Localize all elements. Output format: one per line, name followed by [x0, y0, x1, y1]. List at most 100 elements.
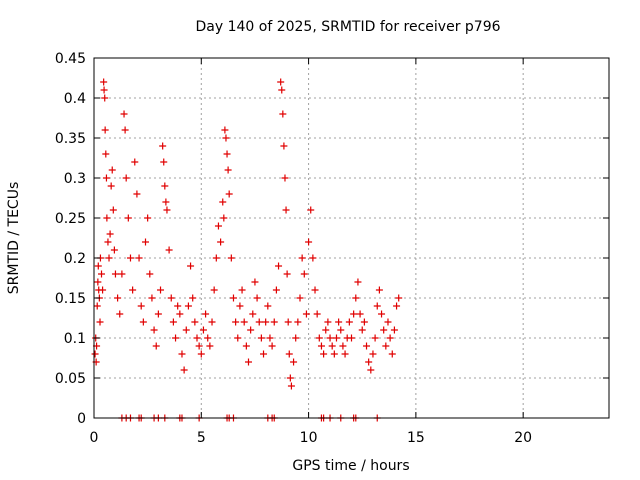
data-point: [94, 262, 102, 270]
data-point: [286, 374, 294, 382]
data-point: [285, 350, 293, 358]
data-point: [110, 246, 118, 254]
data-point: [322, 326, 330, 334]
data-point: [189, 294, 197, 302]
data-point: [197, 350, 205, 358]
y-axis-label: SRMTID / TECUs: [6, 182, 22, 295]
data-point: [108, 166, 116, 174]
data-point: [253, 294, 261, 302]
data-point: [165, 246, 173, 254]
data-point: [178, 350, 186, 358]
data-point: [187, 262, 195, 270]
data-point: [290, 358, 298, 366]
data-point: [324, 318, 332, 326]
x-tick-label: 5: [197, 430, 206, 446]
data-point: [167, 294, 175, 302]
data-point: [160, 158, 168, 166]
x-tick-label: 15: [407, 430, 425, 446]
y-tick-label: 0.45: [55, 51, 86, 67]
data-point: [204, 334, 212, 342]
x-tick-label: 20: [514, 430, 532, 446]
data-points: [91, 78, 403, 422]
data-point: [137, 302, 145, 310]
data-point: [102, 150, 110, 158]
data-point: [176, 310, 184, 318]
data-point: [363, 342, 371, 350]
data-point: [280, 142, 288, 150]
y-tick-label: 0.2: [64, 251, 86, 267]
data-point: [174, 302, 182, 310]
x-tick-label: 0: [90, 430, 99, 446]
data-point: [375, 286, 383, 294]
data-point: [229, 294, 237, 302]
data-point: [384, 318, 392, 326]
data-point: [93, 302, 101, 310]
data-point: [94, 278, 102, 286]
data-point: [360, 318, 368, 326]
data-point: [315, 334, 323, 342]
data-point: [337, 326, 345, 334]
data-point: [268, 342, 276, 350]
data-point: [219, 198, 227, 206]
x-tick-label: 10: [300, 430, 318, 446]
data-point: [98, 270, 106, 278]
data-point: [101, 94, 109, 102]
data-point: [371, 334, 379, 342]
data-point: [255, 318, 263, 326]
data-point: [367, 366, 375, 374]
data-point: [144, 214, 152, 222]
data-point: [320, 350, 328, 358]
data-point: [202, 310, 210, 318]
data-point: [350, 310, 358, 318]
data-point: [309, 254, 317, 262]
data-point: [373, 302, 381, 310]
data-point: [354, 278, 362, 286]
data-point: [277, 78, 285, 86]
data-point: [234, 334, 242, 342]
data-point: [275, 262, 283, 270]
data-point: [335, 318, 343, 326]
data-point: [106, 230, 114, 238]
axis-ticks: 0 0.05 0.1 0.15 0.2 0.25 0.3 0.35 0.4 0.45 0 5 10 15 2…: [55, 51, 609, 446]
data-point: [103, 214, 111, 222]
data-point: [214, 222, 222, 230]
data-point: [245, 358, 252, 366]
chart-title: Day 140 of 2025, SRMTID for receiver p79…: [195, 19, 500, 35]
data-point: [352, 294, 360, 302]
data-point: [135, 254, 143, 262]
data-point: [210, 286, 218, 294]
data-point: [161, 182, 169, 190]
data-point: [266, 334, 274, 342]
data-point: [169, 318, 177, 326]
data-point: [249, 310, 257, 318]
data-point: [279, 110, 287, 118]
x-axis-label: GPS time / hours: [292, 458, 409, 474]
data-point: [148, 294, 156, 302]
data-point: [102, 174, 110, 182]
data-point: [311, 286, 319, 294]
data-point: [330, 350, 338, 358]
data-point: [146, 270, 154, 278]
data-point: [221, 126, 229, 134]
data-point: [99, 286, 107, 294]
data-point: [247, 326, 255, 334]
data-point: [104, 238, 112, 246]
data-point: [114, 294, 122, 302]
data-point: [105, 254, 113, 262]
data-point: [264, 302, 272, 310]
data-point: [345, 318, 353, 326]
y-tick-label: 0.35: [55, 131, 86, 147]
data-point: [220, 214, 228, 222]
data-point: [152, 342, 160, 350]
data-point: [382, 342, 390, 350]
plot-frame: [93, 57, 610, 419]
data-point: [348, 334, 355, 342]
data-point: [294, 318, 302, 326]
data-point: [154, 310, 162, 318]
data-point: [206, 342, 214, 350]
data-point: [282, 206, 290, 214]
data-point: [341, 350, 349, 358]
data-point: [236, 302, 244, 310]
data-point: [100, 78, 108, 86]
